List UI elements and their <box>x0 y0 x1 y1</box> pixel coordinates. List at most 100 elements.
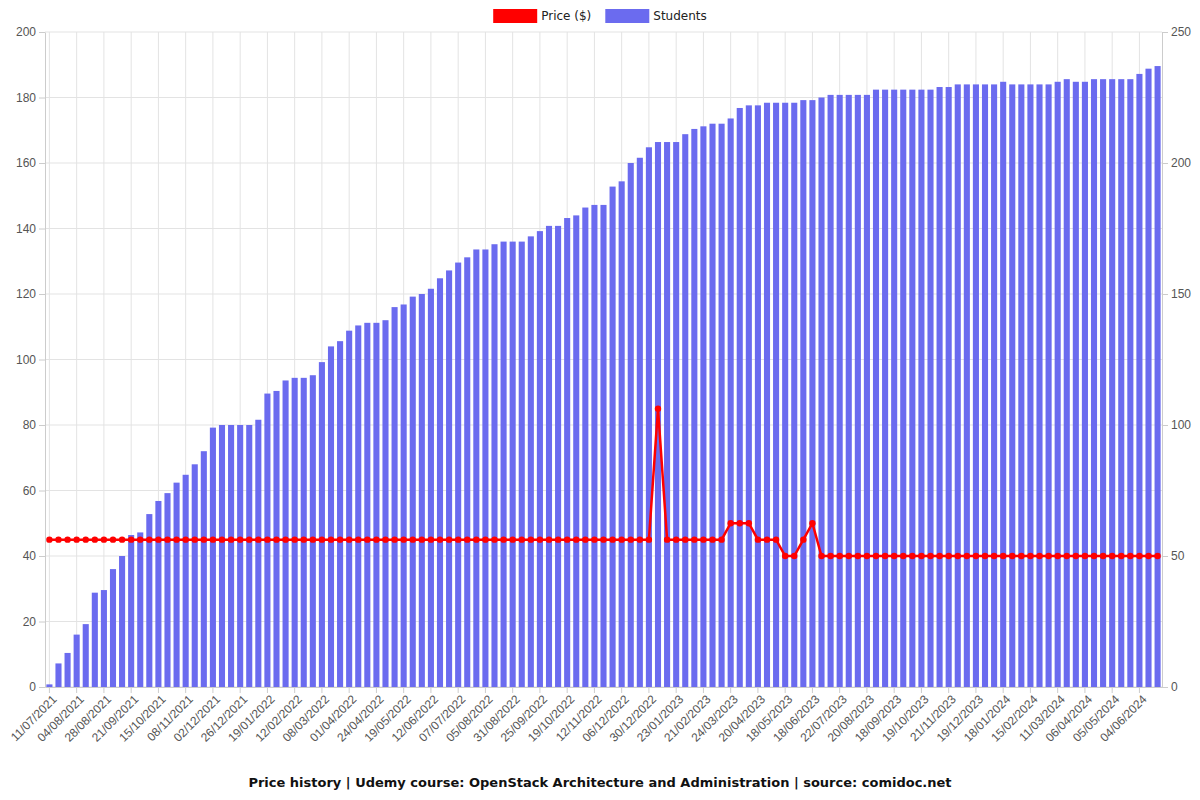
marker <box>201 536 207 542</box>
bar <box>510 242 516 687</box>
marker <box>764 536 770 542</box>
bar <box>92 593 98 687</box>
bar <box>982 84 988 687</box>
legend-swatch <box>605 9 649 23</box>
bar <box>401 304 407 687</box>
bar <box>646 147 652 687</box>
marker <box>655 405 661 411</box>
bar <box>764 103 770 687</box>
marker <box>791 553 797 559</box>
marker <box>210 536 216 542</box>
marker <box>864 553 870 559</box>
marker <box>255 536 261 542</box>
marker <box>1054 553 1060 559</box>
marker <box>1018 553 1024 559</box>
marker <box>482 536 488 542</box>
bar <box>319 362 325 687</box>
marker <box>682 536 688 542</box>
bar <box>473 249 479 687</box>
tick-mark <box>1162 556 1168 557</box>
bar <box>746 105 752 687</box>
tick-mark <box>39 425 45 426</box>
marker <box>964 553 970 559</box>
marker <box>664 536 670 542</box>
bar <box>328 346 334 687</box>
marker <box>273 536 279 542</box>
marker <box>192 536 198 542</box>
tick: 180 <box>16 91 45 105</box>
marker <box>773 536 779 542</box>
tick-label: 100 <box>16 353 36 367</box>
marker <box>491 536 497 542</box>
marker <box>291 536 297 542</box>
bar <box>446 270 452 687</box>
marker <box>918 553 924 559</box>
marker <box>310 536 316 542</box>
tick-mark <box>1162 32 1168 33</box>
bar <box>164 493 170 687</box>
grid-line-x <box>49 32 50 687</box>
bar <box>237 425 243 687</box>
tick: 0 <box>1162 680 1178 694</box>
bar <box>1018 84 1024 687</box>
bar <box>373 323 379 687</box>
marker <box>818 553 824 559</box>
marker <box>855 553 861 559</box>
bar <box>228 425 234 687</box>
marker <box>446 536 452 542</box>
bar <box>719 124 725 687</box>
marker <box>410 536 416 542</box>
marker <box>1027 553 1033 559</box>
bar <box>83 624 89 687</box>
marker <box>564 536 570 542</box>
marker <box>83 536 89 542</box>
tick-label: 60 <box>23 484 37 498</box>
marker <box>600 536 606 542</box>
marker <box>691 536 697 542</box>
tick-label: 150 <box>1171 287 1191 301</box>
marker <box>1109 553 1115 559</box>
marker <box>573 536 579 542</box>
marker <box>991 553 997 559</box>
bar <box>837 95 843 687</box>
tick-mark <box>39 556 45 557</box>
marker <box>101 536 107 542</box>
bar <box>1055 82 1061 687</box>
bar <box>628 163 634 687</box>
bar <box>55 663 61 687</box>
legend-label: Students <box>653 9 707 23</box>
tick-mark <box>1162 294 1168 295</box>
marker <box>1127 553 1133 559</box>
tick-mark <box>39 491 45 492</box>
bar <box>174 483 180 687</box>
tick: 60 <box>23 484 45 498</box>
marker <box>637 536 643 542</box>
marker <box>755 536 761 542</box>
tick: 140 <box>16 222 45 236</box>
bar <box>119 556 125 687</box>
marker <box>182 536 188 542</box>
tick-mark <box>39 163 45 164</box>
tick: 80 <box>23 418 45 432</box>
bar <box>964 84 970 687</box>
bar <box>210 428 216 687</box>
bar <box>800 100 806 687</box>
bar <box>791 103 797 687</box>
tick-label: 140 <box>16 222 36 236</box>
marker <box>264 536 270 542</box>
bar <box>428 289 434 687</box>
bar <box>419 294 425 687</box>
marker <box>1073 553 1079 559</box>
bar <box>973 84 979 687</box>
marker <box>1000 553 1006 559</box>
marker <box>373 536 379 542</box>
tick-mark <box>1162 425 1168 426</box>
marker <box>328 536 334 542</box>
bar <box>1118 79 1124 687</box>
marker <box>646 536 652 542</box>
bar <box>918 90 924 687</box>
bar <box>310 375 316 687</box>
bar <box>128 535 134 687</box>
bar <box>846 95 852 687</box>
tick: 100 <box>1162 418 1191 432</box>
